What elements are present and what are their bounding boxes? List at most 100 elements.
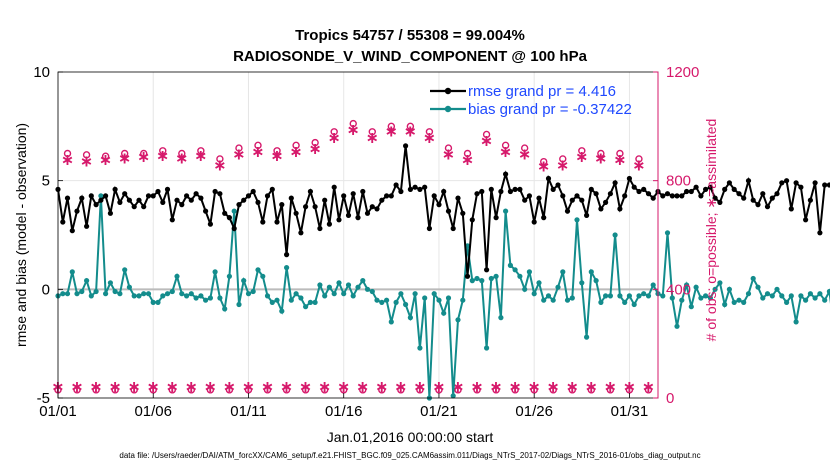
bias-point [474,275,480,282]
rmse-point [298,230,304,236]
obs-possible-point [635,155,643,163]
bias-point [284,265,290,271]
bias-point [403,301,409,308]
obs-possible-point [520,144,529,152]
x-axis-label: Jan.01,2016 00:00:00 start [327,429,494,445]
obs-possible-point [149,386,157,394]
obs-possible-point [349,119,357,128]
bias-point [93,288,99,295]
rmse-point [693,184,699,190]
rmse-point [641,186,647,192]
rmse-point [545,175,552,182]
legend-bias-marker [444,105,452,113]
obs-assimilated-point: ∗ [461,150,474,169]
obs-assimilated-point: ∗ [537,157,550,176]
bias-point [612,232,618,238]
rmse-point [93,202,99,208]
obs-assimilated-point: ∗ [204,377,217,396]
obs-possible-point [159,147,167,155]
rmse-point [774,191,780,197]
obs-possible-point [540,157,548,166]
bias-point [431,291,437,297]
bias-point [179,291,185,297]
obs-possible-point [444,144,453,152]
obs-assimilated-point: ∗ [108,377,121,396]
bias-point [769,293,775,299]
obs-possible-point [387,122,396,131]
obs-possible-point [216,155,224,163]
bias-point [507,262,513,268]
obs-possible-point [397,386,405,394]
rmse-point [645,191,652,197]
obs-assimilated-point: ∗ [432,377,445,396]
bias-point [703,293,709,299]
rmse-point [236,202,242,208]
bias-point [141,291,147,297]
obs-assimilated-point: ∗ [480,131,493,150]
rmse-point [284,252,290,258]
obs-possible-point [320,386,329,394]
obs-possible-point [435,386,443,394]
bias-point [788,293,794,299]
bias-point [579,280,585,286]
rmse-point [369,204,375,210]
bias-point [107,280,113,286]
bias-point [441,310,447,316]
rmse-point [755,202,761,208]
rmse-point [136,197,142,203]
data-file-note: data file: /Users/raeder/DAI/ATM_forcXX/… [119,451,700,460]
bias-point [245,291,252,297]
bias-point [603,293,609,299]
obs-possible-point [454,386,462,394]
rmse-point [455,195,461,201]
rmse-point [626,175,633,182]
rmse-point [784,178,790,184]
legend: rmse grand pr = 4.416 bias grand pr = -0… [430,83,632,118]
obs-assimilated-point: ∗ [308,139,321,158]
rmse-point [231,225,237,232]
obs-assimilated-point: ∗ [375,377,388,396]
bias-point [360,278,366,284]
bias-point [636,293,642,299]
rmse-point [398,188,404,195]
obs-possible-point [178,149,186,158]
bias-point [331,291,337,297]
x-tick-label: 01/26 [515,403,553,420]
rmse-point [717,199,723,205]
rmse-point [331,184,337,190]
rmse-point [188,197,194,203]
bias-point [293,291,299,297]
y-tick-label: -5 [37,390,50,407]
rmse-point [684,188,690,195]
bias-point [364,286,371,292]
rmse-point [569,197,575,203]
bias-point [355,284,361,290]
bias-point [393,299,399,305]
bias-point [145,291,152,297]
bias-point [688,304,694,310]
rmse-point [493,215,499,221]
obs-possible-point [235,144,243,152]
obs-possible-point [340,386,348,394]
rmse-point [145,193,152,199]
rmse-point [350,191,356,197]
bias-point [731,299,737,305]
rmse-point [198,195,204,201]
obs-assimilated-point: ∗ [356,377,369,396]
obs-assimilated-point: ∗ [127,377,140,396]
rmse-point [564,208,571,214]
obs-assimilated-point: ∗ [70,377,83,396]
rmse-point [217,191,223,197]
rmse-point [88,193,94,199]
bias-point [374,297,380,303]
rmse-point [150,193,156,199]
obs-possible-point [311,138,319,147]
rmse-point [169,217,175,223]
bias-point [641,291,647,297]
rmse-point [250,188,256,195]
rmse-point [222,210,228,216]
rmse-point [707,184,714,190]
rmse-point [588,186,594,192]
bias-line [57,195,830,399]
